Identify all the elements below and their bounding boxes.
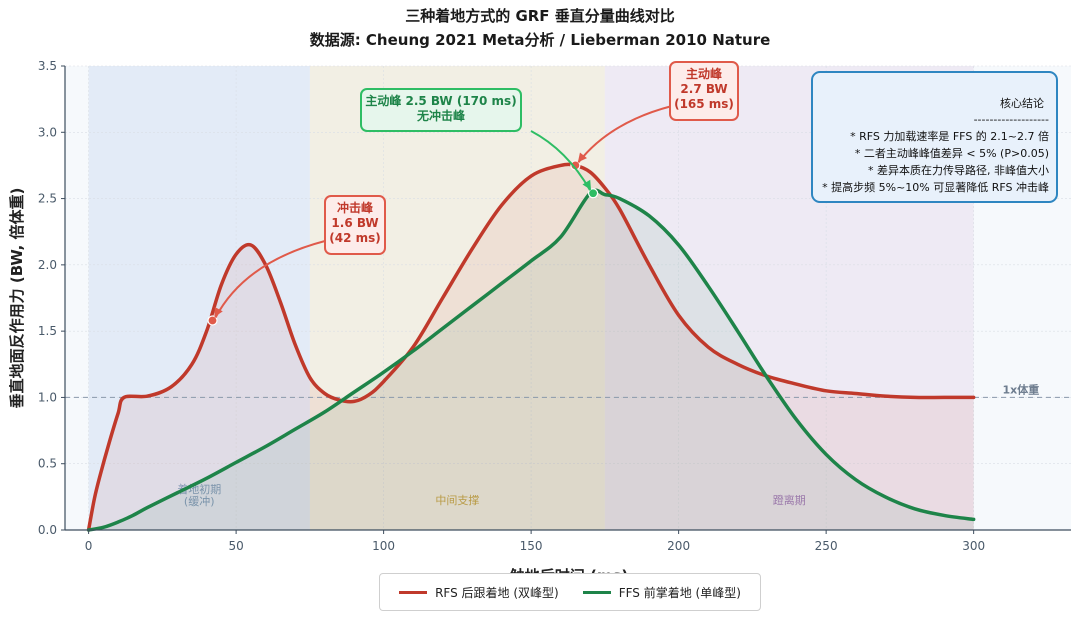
x-tick-label-2: 100 bbox=[372, 539, 395, 553]
phase-label-1-line-0: 中间支撑 bbox=[435, 493, 479, 507]
annotation-box-0 bbox=[324, 195, 386, 255]
y-tick-label-0: 0.0 bbox=[38, 523, 57, 537]
y-axis-label: 垂直地面反作用力 (BW, 倍体重) bbox=[8, 188, 26, 409]
info-box-line-1: * 二者主动峰峰值差异 < 5% (P>0.05) bbox=[855, 146, 1049, 160]
annotation-arrowhead-1 bbox=[577, 152, 587, 163]
y-tick-label-5: 2.5 bbox=[38, 192, 57, 206]
legend-item-rfs: RFS 后跟着地 (双峰型) bbox=[399, 584, 559, 601]
series-fills bbox=[88, 164, 974, 531]
series-lines bbox=[86, 162, 976, 532]
x-tick-label-5: 250 bbox=[815, 539, 838, 553]
annotation-text-2-line-1: 无冲击峰 bbox=[416, 108, 466, 123]
legend-item-ffs: FFS 前掌着地 (单峰型) bbox=[582, 584, 741, 601]
reference-line-label: 1x体重 bbox=[1002, 382, 1039, 396]
series-area-0 bbox=[88, 164, 974, 530]
info-box: 核心结论 ------------------- * RFS 力加载速率是 FFS … bbox=[811, 71, 1058, 203]
series-area-1 bbox=[88, 190, 974, 531]
info-box-line-0: * RFS 力加载速率是 FFS 的 2.1~2.7 倍 bbox=[850, 129, 1049, 143]
y-tick-label-3: 1.5 bbox=[38, 324, 57, 338]
annotation-arrow-0 bbox=[214, 240, 326, 319]
annotation-text-0-line-0: 冲击峰 bbox=[337, 200, 374, 215]
info-box-frame bbox=[811, 71, 1058, 203]
y-tick-label-4: 2.0 bbox=[38, 258, 57, 272]
annotation-box-1 bbox=[669, 61, 739, 121]
legend-label-ffs: FFS 前掌着地 (单峰型) bbox=[618, 585, 741, 600]
annotation-text-1-line-2: (165 ms) bbox=[674, 97, 734, 111]
series-line-1 bbox=[86, 188, 976, 532]
y-tick-label-6: 3.0 bbox=[38, 125, 57, 139]
axes: 0 50 100 150 200 250 300 0.0 0.5 1.0 1.5 2.0 2.5 3.0 3… bbox=[38, 59, 1071, 553]
x-tick-label-4: 200 bbox=[667, 539, 690, 553]
annotation-text-1-line-0: 主动峰 bbox=[686, 66, 723, 81]
legend-swatch-rfs bbox=[399, 590, 428, 594]
x-tick-label-0: 0 bbox=[85, 539, 93, 553]
phase-band-0 bbox=[88, 66, 310, 530]
annotation-marker-0 bbox=[207, 315, 218, 326]
phase-label-2-line-0: 蹬离期 bbox=[773, 493, 806, 507]
annotation-text-0-line-2: (42 ms) bbox=[329, 231, 381, 245]
info-box-divider: ------------------- bbox=[974, 113, 1049, 126]
annotation-text-2-line-0: 主动峰 2.5 BW (170 ms) bbox=[365, 93, 516, 108]
annotation-text-1-line-1: 2.7 BW bbox=[680, 82, 727, 96]
legend: RFS 后跟着地 (双峰型) FFS 前掌着地 (单峰型) bbox=[379, 573, 761, 611]
info-box-line-3: * 提高步频 5%~10% 可显著降低 RFS 冲击峰 bbox=[822, 180, 1049, 194]
chart-title: 三种着地方式的 GRF 垂直分量曲线对比 bbox=[405, 7, 675, 25]
info-box-title: 核心结论 bbox=[1000, 96, 1044, 110]
x-tick-label-6: 300 bbox=[962, 539, 985, 553]
x-tick-label-3: 150 bbox=[520, 539, 543, 553]
annotation-text-0-line-1: 1.6 BW bbox=[331, 216, 378, 230]
y-tick-label-7: 3.5 bbox=[38, 59, 57, 73]
chart-subtitle: 数据源: Cheung 2021 Meta分析 / Lieberman 2010… bbox=[310, 31, 771, 49]
annotation-arrowhead-0 bbox=[214, 306, 223, 318]
info-box-line-2: * 差异本质在力传导路径, 非峰值大小 bbox=[868, 163, 1049, 177]
annotation-arrow-2 bbox=[530, 130, 591, 191]
phase-band-1 bbox=[309, 66, 605, 530]
annotation-arrow-1 bbox=[577, 105, 673, 164]
annotation-arrowhead-2 bbox=[582, 179, 592, 190]
annotation-box-2 bbox=[360, 88, 522, 132]
x-tick-label-1: 50 bbox=[228, 539, 243, 553]
y-tick-label-2: 1.0 bbox=[38, 390, 57, 404]
legend-swatch-ffs bbox=[582, 590, 611, 594]
annotation-marker-2 bbox=[587, 188, 599, 199]
legend-label-rfs: RFS 后跟着地 (双峰型) bbox=[435, 585, 559, 600]
phase-label-0-line-1: (缓冲) bbox=[184, 494, 215, 508]
y-tick-label-1: 0.5 bbox=[38, 457, 57, 471]
